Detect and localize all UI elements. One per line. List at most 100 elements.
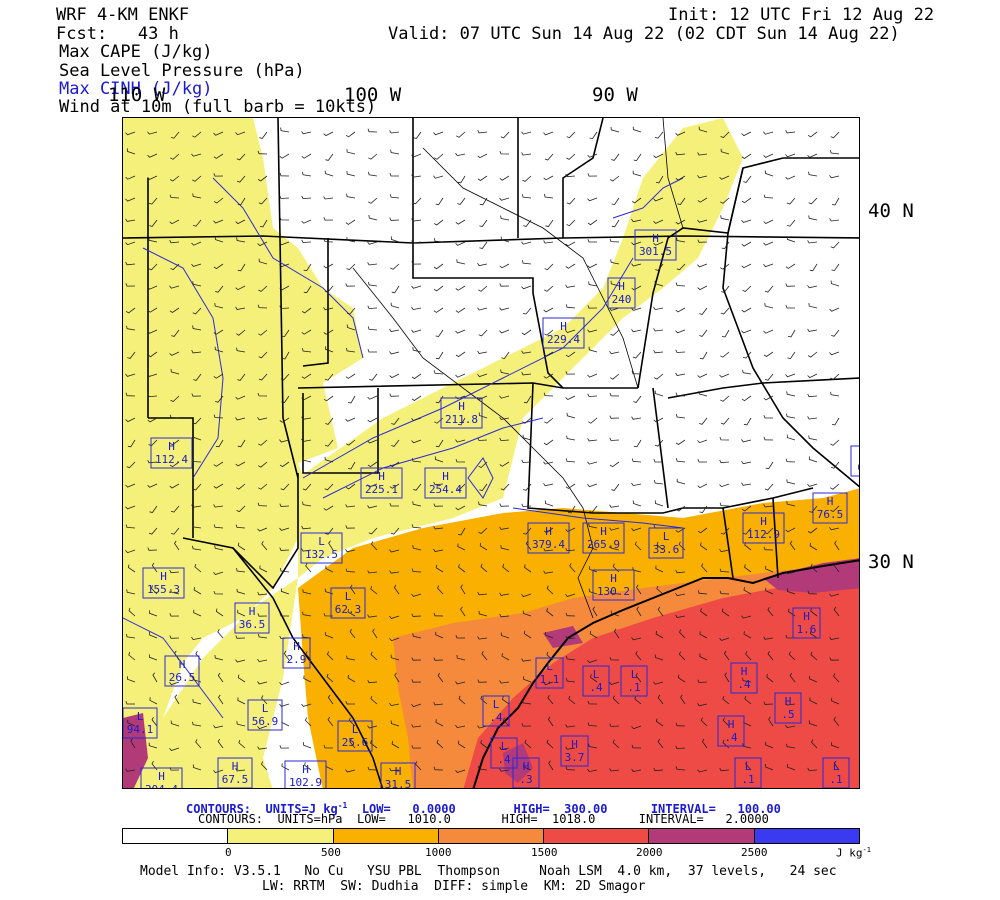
pressure-marker-low: L62.3 <box>330 587 366 619</box>
wind-barb <box>546 585 554 595</box>
wind-barb <box>257 150 268 155</box>
wind-barb <box>808 456 818 463</box>
field-cape: Max CAPE (J/kg) <box>59 42 213 62</box>
pressure-marker-low: L25.6 <box>337 720 373 752</box>
wind-barb <box>743 175 752 183</box>
wind-barb <box>675 307 686 313</box>
marker-value: 94.1 <box>127 723 154 736</box>
wind-barb <box>675 722 686 727</box>
wind-barb <box>543 307 554 313</box>
wind-barb <box>192 307 202 315</box>
wind-barb <box>524 739 532 749</box>
wind-barb <box>657 694 664 705</box>
marker-type: L <box>137 710 144 723</box>
wind-barb <box>435 439 444 448</box>
wind-barb <box>433 612 444 617</box>
pressure-marker-high: H.4 <box>717 715 745 747</box>
wind-barb <box>279 547 290 551</box>
wind-barb <box>675 372 686 376</box>
wind-barb <box>325 417 334 425</box>
marker-box <box>822 757 850 788</box>
wind-barb <box>565 329 576 333</box>
wind-barb <box>521 723 532 727</box>
wind-barb <box>214 197 224 204</box>
wind-barb <box>500 131 510 139</box>
wind-barb <box>745 651 752 661</box>
wind-barb <box>125 175 136 180</box>
wind-barb <box>566 219 576 227</box>
wind-barb <box>434 456 444 463</box>
wind-barb <box>565 241 576 247</box>
wind-barb <box>499 613 510 618</box>
wind-barb <box>744 695 752 705</box>
wind-barb <box>345 417 356 422</box>
wind-barb <box>389 328 400 332</box>
marker-value: 36.5 <box>239 618 266 631</box>
wind-barb <box>348 717 356 727</box>
wind-barb <box>477 636 488 640</box>
wind-barb <box>258 258 268 265</box>
marker-box <box>582 522 625 554</box>
wind-barb <box>191 350 202 354</box>
wind-barb <box>786 391 796 397</box>
wind-barb <box>565 395 576 400</box>
wind-barb <box>191 393 202 397</box>
wind-barb <box>830 461 840 469</box>
wind-barb <box>368 214 378 221</box>
wind-barb <box>588 588 598 595</box>
wind-barb <box>236 153 246 161</box>
marker-box <box>380 762 416 788</box>
wind-barb <box>565 263 576 269</box>
wind-barb <box>697 219 708 223</box>
wind-barb <box>127 676 136 683</box>
wind-barb <box>521 329 532 336</box>
wind-barb <box>169 569 180 574</box>
state-borders <box>123 118 859 788</box>
wind-barb <box>323 196 334 200</box>
marker-type: H <box>545 525 552 538</box>
wind-barb <box>743 417 752 426</box>
wind-barb <box>258 351 268 359</box>
wind-barb <box>411 703 422 708</box>
wind-barb <box>477 591 488 596</box>
marker-box <box>330 587 366 619</box>
wind-barb <box>151 717 158 727</box>
wind-barb <box>305 563 312 573</box>
wind-barb <box>367 262 378 266</box>
wind-barb <box>741 153 752 159</box>
wind-barb <box>148 237 158 243</box>
wind-barb <box>543 461 554 465</box>
wind-barb <box>346 347 356 353</box>
wind-barb <box>587 393 598 397</box>
wind-barb <box>830 483 840 490</box>
wind-barb <box>174 694 180 705</box>
wind-barb <box>170 395 180 402</box>
wind-barb <box>169 414 180 419</box>
wind-barb <box>543 351 554 357</box>
wind-barb <box>785 263 796 269</box>
wind-barb <box>147 351 158 358</box>
legend-tick-500: 500 <box>321 846 341 859</box>
wind-barb <box>235 768 246 772</box>
wind-barb <box>326 651 334 661</box>
wind-barb <box>829 636 840 640</box>
wind-barb <box>657 738 664 749</box>
wind-barb <box>743 587 752 595</box>
wind-barb <box>149 654 158 661</box>
wind-barb <box>191 153 202 157</box>
marker-box <box>850 445 859 477</box>
wind-barb <box>279 172 290 177</box>
wind-barb <box>457 527 466 536</box>
legend-tick-0: 0 <box>225 846 232 859</box>
wind-barb <box>324 170 334 177</box>
wind-barb <box>654 439 664 447</box>
wind-barb <box>435 564 444 573</box>
wind-barb <box>566 153 576 160</box>
wind-barb <box>785 702 796 706</box>
wind-barb <box>588 523 598 529</box>
lat-label-40n: 40 N <box>868 200 914 222</box>
wind-barb <box>367 241 378 245</box>
pressure-marker-low: L56.9 <box>247 699 283 731</box>
legend-tick-2000: 2000 <box>636 846 663 859</box>
wind-barb <box>546 608 554 617</box>
